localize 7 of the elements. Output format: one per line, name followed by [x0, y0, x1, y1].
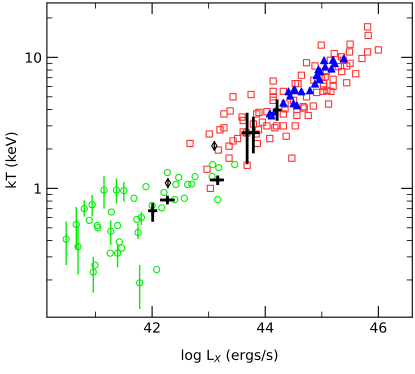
- x-axis-title: log L$_{X}$ (ergs/s): [182, 349, 278, 363]
- y-axis-title: kT (keV): [5, 132, 18, 188]
- x-tick-label: 46: [370, 322, 386, 333]
- y-tick-label: 10: [26, 52, 42, 63]
- x-tick-label: 42: [144, 322, 160, 333]
- x-tick-label: 44: [257, 322, 274, 333]
- y-tick-label: 1: [34, 184, 41, 194]
